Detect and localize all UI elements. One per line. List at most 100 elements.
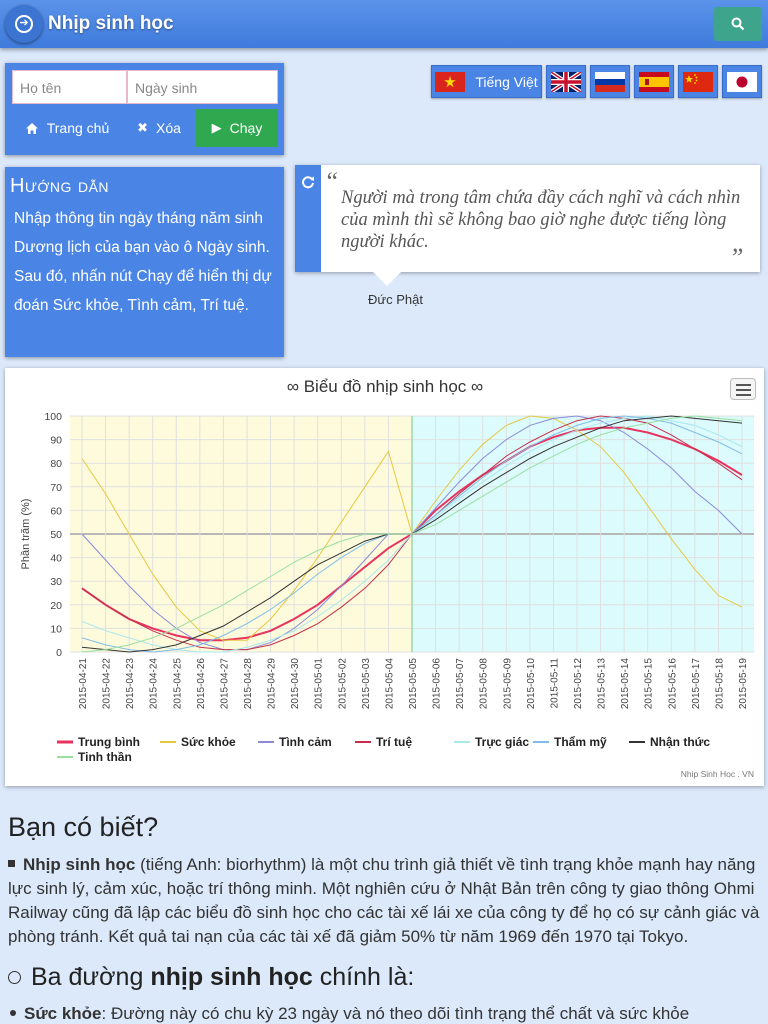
chart-title: ∞ Biểu đồ nhịp sinh học ∞ [287,377,483,396]
lang-chinese[interactable] [678,65,718,98]
x-tick-label: 2015-05-03 [361,658,372,710]
play-icon: ▶ [211,120,222,135]
x-tick-label: 2015-05-19 [738,658,749,710]
app-title[interactable]: Nhịp sinh học [48,13,174,34]
legend-label-7: Nhận thức [650,735,710,749]
legend-label-1: Trung bình [78,735,140,749]
birth-form: Họ tên Ngày sinh Trang chủ ✖ Xóa ▶ Chạy [5,63,284,155]
x-tick-label: 2015-05-08 [479,658,490,710]
quote-text: Người mà trong tâm chứa đầy cách nghĩ và… [341,188,741,252]
x-tick-label: 2015-04-24 [149,658,160,710]
series-line-8 [81,415,743,653]
home-circle-button[interactable]: ➔ [5,5,43,43]
y-tick-label: 0 [56,647,62,659]
run-button-label: Chạy [229,120,263,136]
x-tick-label: 2015-05-16 [667,658,678,710]
quote-tail [372,271,402,286]
y-tick-label: 40 [50,553,62,565]
circle-bullet-icon [8,971,21,984]
close-icon: ✖ [137,120,148,135]
name-input[interactable]: Họ tên [12,70,127,104]
china-flag-icon [683,71,713,92]
x-tick-label: 2015-04-23 [125,658,136,710]
article-heading: Bạn có biết? [8,812,159,842]
guide-text: Nhập thông tin ngày tháng năm sinh Dương… [14,210,272,314]
legend-label-4: Trí tuệ [376,735,412,749]
x-tick-label: 2015-04-21 [78,658,89,710]
legend-label-2: Sức khỏe [181,735,236,749]
home-button-label: Trang chủ [46,120,110,136]
x-tick-label: 2015-05-02 [337,658,348,710]
x-tick-label: 2015-05-15 [644,658,655,710]
biorhythm-chart: 0 10 20 30 40 50 60 70 80 90 100 2015-04-21 2015-04-… [20,377,754,779]
x-tick-label: 2015-04-27 [219,658,230,710]
x-tick-label: 2015-04-22 [102,658,113,710]
x-tick-label: 2015-04-28 [243,658,254,710]
lang-spanish[interactable] [634,65,674,98]
y-tick-label: 10 [50,623,62,635]
x-tick-label: 2015-04-25 [172,658,183,710]
quote-author: Đức Phật [368,292,423,307]
russia-flag-icon [595,71,625,92]
lang-english[interactable] [546,65,586,98]
clear-button-label: Xóa [155,120,181,136]
open-quote-icon: “ [324,167,339,196]
y-tick-label: 100 [44,411,62,423]
article-subheading: Ba đường nhịp sinh học chính là: [8,963,760,992]
y-tick-label: 50 [50,529,62,541]
x-tick-label: 2015-05-05 [408,658,419,710]
square-bullet-icon [8,860,15,867]
lang-vietnamese-label: Tiếng Việt [475,73,538,90]
x-tick-label: 2015-05-11 [549,658,560,709]
x-tick-label: 2015-05-14 [620,658,631,710]
x-tick-label: 2015-05-18 [714,658,725,710]
x-tick-label: 2015-04-29 [267,658,278,710]
article-paragraph: Nhịp sinh học (tiếng Anh: biorhythm) là … [8,853,760,949]
quote-box: “ Người mà trong tâm chứa đầy cách nghĩ … [295,165,760,272]
y-axis-label: Phần trăm (%) [20,499,32,570]
legend-label-5: Trực giác [475,735,529,749]
article-term: Nhịp sinh học [23,855,136,874]
dot-bullet-icon [10,1010,16,1016]
japan-flag-icon [727,71,757,92]
chart-panel: 0 10 20 30 40 50 60 70 80 90 100 2015-04-21 2015-04-… [5,368,764,786]
search-icon [731,17,745,31]
menu-icon [736,384,751,386]
article-text: (tiếng Anh: biorhythm) là một chu trình … [8,855,760,946]
search-button[interactable] [714,7,762,41]
x-tick-label: 2015-05-01 [314,658,325,710]
x-tick-label: 2015-05-09 [502,658,513,710]
x-tick-label: 2015-05-10 [526,658,537,710]
legend-label-8: Tinh thần [78,750,132,764]
x-tick-label: 2015-05-06 [432,658,443,710]
clear-button[interactable]: ✖ Xóa [122,109,196,147]
x-tick-label: 2015-05-13 [597,658,608,710]
home-icon [25,122,38,134]
y-tick-label: 30 [50,576,62,588]
run-button[interactable]: ▶ Chạy [196,109,278,147]
x-tick-label: 2015-04-26 [196,658,207,710]
lang-russian[interactable] [590,65,630,98]
y-tick-label: 20 [50,600,62,612]
lang-japanese[interactable] [722,65,762,98]
y-tick-label: 60 [50,505,62,517]
guide-title: Hướng dẫn [10,175,110,197]
home-button[interactable]: Trang chủ [12,109,122,147]
x-tick-label: 2015-05-12 [573,658,584,710]
y-tick-label: 80 [50,458,62,470]
lang-vietnamese[interactable]: Tiếng Việt [431,65,542,98]
birthdate-input[interactable]: Ngày sinh [127,70,278,104]
x-tick-label: 2015-05-07 [455,658,466,710]
vietnam-flag-icon [435,71,466,92]
legend-label-6: Thẩm mỹ [554,735,607,749]
x-tick-label: 2015-04-30 [290,658,301,710]
refresh-icon[interactable] [301,175,315,193]
arrow-right-circle-icon: ➔ [15,15,33,33]
list-item: Sức khỏe: Đường này có chu kỳ 23 ngày và… [8,1004,760,1024]
chart-menu-button[interactable] [730,378,756,400]
chart-credit: Nhip Sinh Hoc . VN [681,769,754,779]
top-bar: ➔ Nhịp sinh học [0,0,768,48]
x-tick-label: 2015-05-04 [384,658,395,710]
article: Bạn có biết? Nhịp sinh học (tiếng Anh: b… [8,812,760,1024]
spain-flag-icon [639,71,669,92]
